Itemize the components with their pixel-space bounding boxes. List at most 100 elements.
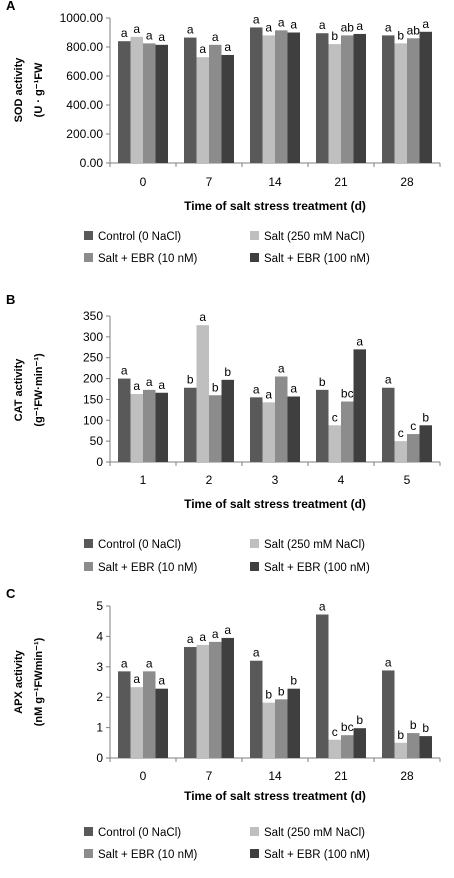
y-axis-label: SOD activity xyxy=(13,57,25,123)
significance-letter: bc xyxy=(341,387,354,401)
bar xyxy=(287,688,300,758)
bar xyxy=(221,637,234,758)
legend-label: Salt + EBR (10 nM) xyxy=(98,562,198,574)
significance-letter: a xyxy=(199,630,206,644)
bar xyxy=(143,389,156,462)
y-tick-label: 5 xyxy=(96,599,103,613)
legend-swatch xyxy=(84,849,93,858)
y-tick-label: 600.00 xyxy=(66,69,103,83)
significance-letter: b xyxy=(187,373,194,387)
bar xyxy=(407,733,420,758)
x-tick-label: 4 xyxy=(338,473,345,487)
significance-letter: b xyxy=(278,684,285,698)
significance-letter: b xyxy=(224,365,231,379)
x-tick-label: 1 xyxy=(140,473,147,487)
bar xyxy=(407,38,420,163)
significance-letter: a xyxy=(319,600,326,614)
bar xyxy=(341,735,354,758)
bar xyxy=(353,33,366,164)
legend-swatch xyxy=(250,539,259,548)
x-axis-label: Time of salt stress treatment (d) xyxy=(184,789,366,803)
panel-b: B CAT activity (g⁻¹FW·min⁻¹) 0 50 100 150 200 25… xyxy=(0,290,454,582)
significance-letter: b xyxy=(397,728,404,742)
bar xyxy=(118,671,131,758)
legend-label: Control (0 NaCl) xyxy=(98,827,181,839)
significance-letter: a xyxy=(187,632,194,646)
bar xyxy=(130,687,143,758)
significance-letter: a xyxy=(385,655,392,669)
legend-swatch xyxy=(250,827,259,836)
significance-letter: ab xyxy=(341,20,355,34)
y-tick-label: 4 xyxy=(96,629,103,643)
significance-letter: a xyxy=(290,382,297,396)
legend-label: Control (0 NaCl) xyxy=(98,231,181,243)
x-tick-label: 14 xyxy=(268,769,282,783)
significance-letter: a xyxy=(356,19,363,33)
x-tick-label: 21 xyxy=(334,175,348,189)
y-tick-label: 0 xyxy=(96,455,103,469)
x-tick-label: 0 xyxy=(140,175,147,189)
bar xyxy=(155,688,168,758)
legend-swatch xyxy=(84,827,93,836)
bar xyxy=(196,57,209,163)
bar xyxy=(316,389,329,462)
significance-letter: a xyxy=(265,20,272,34)
significance-letter: bc xyxy=(341,720,354,734)
significance-letter: a xyxy=(146,28,153,42)
significance-letter: b xyxy=(290,674,297,688)
bar xyxy=(143,671,156,758)
y-tick-label: 200.00 xyxy=(66,127,103,141)
x-tick-label: 5 xyxy=(404,473,411,487)
significance-letter: a xyxy=(385,373,392,387)
legend-label: Control (0 NaCl) xyxy=(98,539,181,551)
panel-label: B xyxy=(6,292,15,307)
significance-letter: a xyxy=(133,672,140,686)
bar xyxy=(328,425,341,462)
x-tick-label: 7 xyxy=(206,769,213,783)
significance-letter: a xyxy=(199,310,206,324)
legend-swatch xyxy=(250,849,259,858)
bar xyxy=(143,43,156,163)
bar xyxy=(341,401,354,462)
y-tick-label: 1 xyxy=(96,721,103,735)
bar xyxy=(287,396,300,462)
bar xyxy=(394,742,407,758)
significance-letter: b xyxy=(212,380,219,394)
bar xyxy=(184,647,197,758)
bar xyxy=(275,376,288,462)
bar xyxy=(353,349,366,462)
y-tick-label: 2 xyxy=(96,690,103,704)
bar xyxy=(262,702,275,758)
legend-label: Salt (250 mM NaCl) xyxy=(264,539,365,551)
legend-label: Salt + EBR (10 nM) xyxy=(98,849,198,861)
significance-letter: a xyxy=(385,20,392,34)
bar xyxy=(130,36,143,163)
x-tick-label: 14 xyxy=(268,175,282,189)
bar xyxy=(184,37,197,164)
bar xyxy=(155,44,168,164)
significance-letter: b xyxy=(319,375,326,389)
bar xyxy=(394,441,407,462)
bar xyxy=(353,728,366,758)
significance-letter: a xyxy=(319,18,326,32)
legend-swatch xyxy=(84,562,93,571)
bar xyxy=(419,31,432,164)
y-tick-label: 0 xyxy=(96,751,103,765)
significance-letter: b xyxy=(410,718,417,732)
legend-swatch xyxy=(84,253,93,262)
significance-letter: a xyxy=(146,656,153,670)
y-tick-label: 150 xyxy=(83,392,103,406)
significance-letter: a xyxy=(278,361,285,375)
y-tick-label: 300 xyxy=(83,330,103,344)
significance-letter: c xyxy=(410,419,416,433)
significance-letter: a xyxy=(158,378,165,392)
y-axis-label: CAT activity xyxy=(13,358,25,422)
legend-swatch xyxy=(250,562,259,571)
bar xyxy=(209,641,222,758)
significance-letter: a xyxy=(187,23,194,37)
y-axis-label-units: (g⁻¹FW·min⁻¹) xyxy=(33,353,45,427)
significance-letter: b xyxy=(422,721,429,735)
x-tick-label: 0 xyxy=(140,769,147,783)
